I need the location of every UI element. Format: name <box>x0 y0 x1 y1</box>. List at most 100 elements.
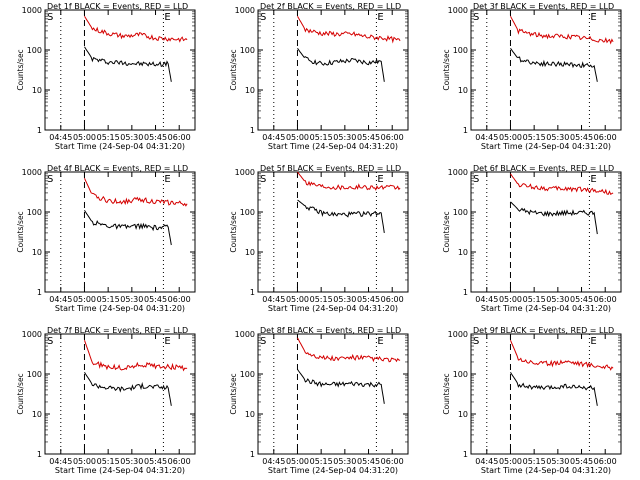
x-tick-label: 05:00 <box>73 295 96 304</box>
y-axis-label: Counts/sec <box>229 373 238 414</box>
x-tick-label: 05:45 <box>357 133 380 142</box>
start-marker-label: S <box>473 336 479 347</box>
y-tick-label: 10 <box>32 248 42 257</box>
x-tick-label: 04:45 <box>475 295 498 304</box>
start-marker-label: S <box>47 336 53 347</box>
x-tick-label: 04:45 <box>262 457 285 466</box>
x-tick-label: 05:30 <box>546 295 569 304</box>
plot-frame <box>44 9 196 131</box>
chart-panel: Det 2f BLACK = Events, RED = LLD 1 10 100 10… <box>229 2 409 151</box>
y-tick-label: 10 <box>245 248 255 257</box>
x-tick-label: 05:45 <box>570 133 593 142</box>
plot-frame <box>257 9 409 131</box>
x-tick-label: 06:00 <box>381 457 404 466</box>
chart-panel: Det 8f BLACK = Events, RED = LLD 1 10 100 10… <box>229 326 409 475</box>
start-marker-label: S <box>47 12 53 23</box>
y-tick-label: 10 <box>458 86 468 95</box>
x-tick-label: 06:00 <box>168 457 191 466</box>
plot-frame <box>257 333 409 455</box>
start-marker-label: S <box>47 174 53 185</box>
x-tick-label: 05:00 <box>499 457 522 466</box>
y-tick-label: 100 <box>27 46 42 55</box>
y-axis-label: Counts/sec <box>16 49 25 90</box>
plot-frame <box>44 333 196 455</box>
events-series-line <box>84 210 172 246</box>
y-tick-label: 1 <box>463 450 468 459</box>
start-marker-label: S <box>260 12 266 23</box>
chart-title: Det 9f BLACK = Events, RED = LLD <box>473 326 614 335</box>
y-tick-label: 100 <box>27 370 42 379</box>
x-tick-label: 05:15 <box>310 295 333 304</box>
x-tick-label: 05:45 <box>144 457 167 466</box>
x-tick-label: 06:00 <box>594 457 617 466</box>
x-tick-label: 05:30 <box>333 133 356 142</box>
start-marker-label: S <box>473 12 479 23</box>
x-tick-label: 05:30 <box>120 457 143 466</box>
x-tick-label: 05:00 <box>73 133 96 142</box>
start-marker-label: S <box>473 174 479 185</box>
events-series-line <box>84 372 172 406</box>
x-axis-label: Start Time (24-Sep-04 04:31:20) <box>55 142 185 151</box>
chart-title: Det 5f BLACK = Events, RED = LLD <box>260 164 401 173</box>
chart-panel: Det 4f BLACK = Events, RED = LLD 1 10 100 10… <box>16 164 196 313</box>
y-axis-label: Counts/sec <box>442 49 451 90</box>
end-marker-label: E <box>164 12 170 23</box>
plot-frame <box>470 171 622 293</box>
end-marker-label: E <box>377 336 383 347</box>
x-tick-label: 05:15 <box>523 457 546 466</box>
y-tick-label: 100 <box>453 46 468 55</box>
y-tick-label: 1 <box>37 450 42 459</box>
x-axis-label: Start Time (24-Sep-04 04:31:20) <box>55 304 185 313</box>
x-tick-label: 05:30 <box>546 133 569 142</box>
y-tick-label: 1000 <box>235 168 255 177</box>
y-tick-label: 1000 <box>22 330 42 339</box>
end-marker-label: E <box>164 174 170 185</box>
x-tick-label: 06:00 <box>381 295 404 304</box>
y-tick-label: 1 <box>463 288 468 297</box>
x-tick-label: 06:00 <box>594 295 617 304</box>
chart-panel: Det 5f BLACK = Events, RED = LLD 1 10 100 10… <box>229 164 409 313</box>
y-tick-label: 10 <box>458 248 468 257</box>
x-tick-label: 06:00 <box>168 295 191 304</box>
lld-series-line <box>84 177 188 207</box>
chart-title: Det 3f BLACK = Events, RED = LLD <box>473 2 614 11</box>
x-axis-label: Start Time (24-Sep-04 04:31:20) <box>481 466 611 475</box>
events-series-line <box>510 372 598 406</box>
lld-series-line <box>84 340 188 372</box>
y-axis-label: Counts/sec <box>442 211 451 252</box>
plot-frame <box>44 171 196 293</box>
y-axis-label: Counts/sec <box>16 373 25 414</box>
y-tick-label: 10 <box>245 410 255 419</box>
x-tick-label: 05:45 <box>570 295 593 304</box>
y-tick-label: 1000 <box>235 6 255 15</box>
y-tick-label: 1 <box>250 126 255 135</box>
end-marker-label: E <box>377 12 383 23</box>
y-tick-label: 10 <box>245 86 255 95</box>
lld-series-line <box>297 171 401 191</box>
events-series-line <box>297 48 385 82</box>
y-tick-label: 10 <box>32 86 42 95</box>
x-tick-label: 05:30 <box>120 295 143 304</box>
y-tick-label: 1000 <box>235 330 255 339</box>
y-tick-label: 1000 <box>448 330 468 339</box>
y-tick-label: 1 <box>250 450 255 459</box>
x-tick-label: 05:45 <box>357 457 380 466</box>
y-axis-label: Counts/sec <box>16 211 25 252</box>
plot-frame <box>470 333 622 455</box>
y-axis-label: Counts/sec <box>229 211 238 252</box>
x-tick-label: 05:00 <box>286 133 309 142</box>
chart-title: Det 4f BLACK = Events, RED = LLD <box>47 164 188 173</box>
y-axis-label: Counts/sec <box>442 373 451 414</box>
y-tick-label: 1 <box>37 288 42 297</box>
x-tick-label: 05:45 <box>357 295 380 304</box>
end-marker-label: E <box>164 336 170 347</box>
lld-series-line <box>510 173 614 196</box>
chart-panel: Det 1f BLACK = Events, RED = LLD 1 10 100 10… <box>16 2 196 151</box>
lld-series-line <box>297 15 401 44</box>
x-tick-label: 04:45 <box>475 457 498 466</box>
x-tick-label: 04:45 <box>49 133 72 142</box>
lld-series-line <box>297 337 401 363</box>
x-tick-label: 04:45 <box>262 133 285 142</box>
chart-panel: Det 9f BLACK = Events, RED = LLD 1 10 100 10… <box>442 326 622 475</box>
end-marker-label: E <box>590 336 596 347</box>
